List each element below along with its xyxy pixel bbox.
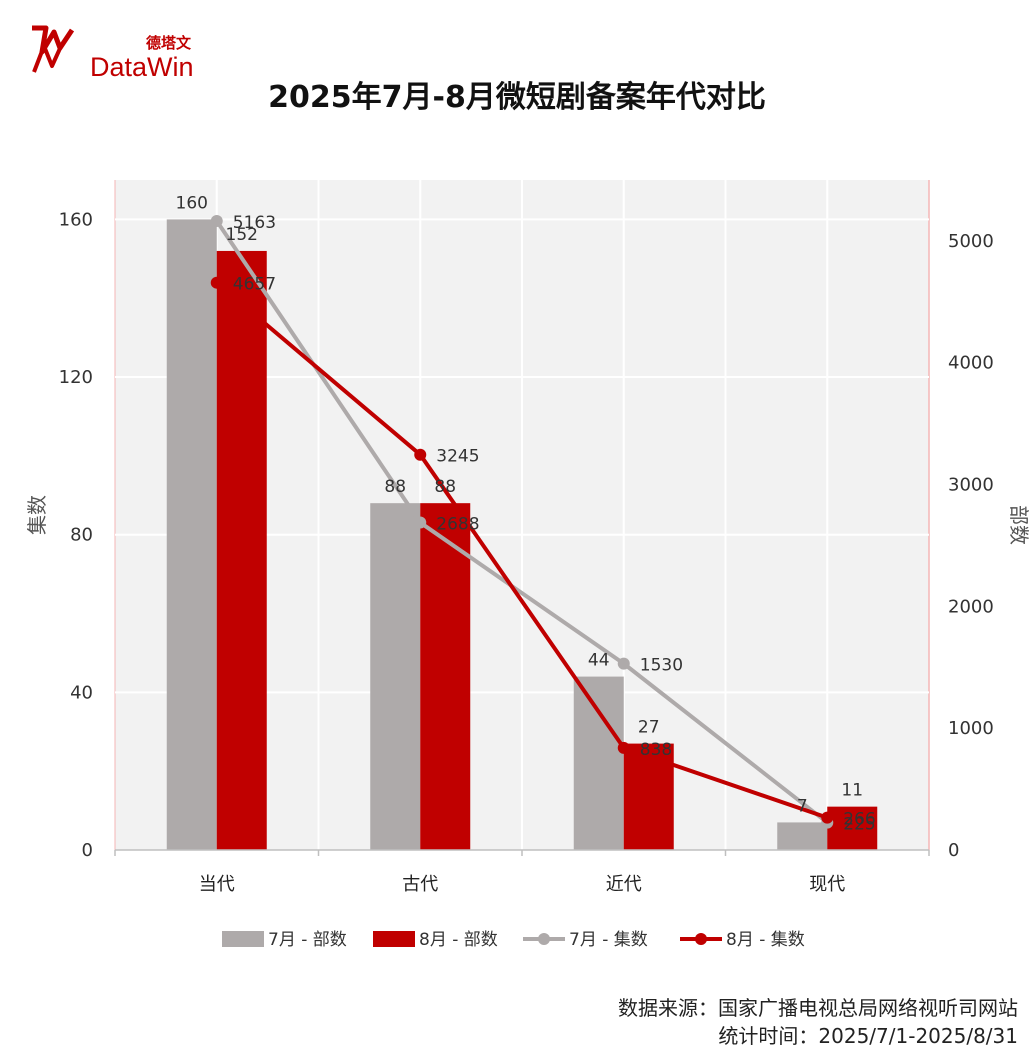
category-label: 现代 [809, 874, 845, 895]
legend-label: 7月 - 集数 [569, 930, 648, 950]
left-tick-label: 160 [59, 209, 93, 230]
bar-value-label: 152 [226, 225, 258, 245]
bar-value-label: 88 [434, 477, 456, 497]
legend: 7月 - 部数 8月 - 部数 7月 - 集数 8月 - 集数 [222, 930, 805, 950]
line-point [617, 741, 630, 754]
bar-value-label: 27 [638, 718, 660, 738]
right-tick-label: 0 [948, 840, 959, 861]
category-labels: 当代 古代 近代 现代 [199, 874, 846, 895]
line-value-label: 4657 [233, 275, 276, 295]
line-value-label: 1530 [640, 656, 683, 676]
data-labels: 160 88 44 7 152 88 27 11 5163 2688 1530 225 4657 3245… [176, 193, 876, 834]
footer: 数据来源：国家广播电视总局网络视听司网站 统计时间：2025/7/1-2025/… [618, 994, 1018, 1050]
bar [573, 676, 624, 850]
line-value-label: 2688 [436, 515, 479, 535]
left-tick-label: 0 [82, 840, 93, 861]
series-lines [210, 215, 834, 829]
period-note: 统计时间：2025/7/1-2025/8/31 [718, 1024, 1018, 1048]
line-point [821, 811, 834, 824]
line-point [210, 276, 223, 289]
bar-value-label: 160 [176, 193, 208, 213]
bar [777, 822, 828, 850]
legend-swatch [222, 931, 264, 947]
bar [827, 806, 878, 850]
bar-value-label: 7 [797, 796, 808, 816]
left-tick-label: 40 [70, 682, 93, 703]
right-tick-label: 5000 [948, 231, 994, 252]
legend-marker [695, 933, 707, 945]
line-value-label: 266 [843, 810, 875, 830]
source-note: 数据来源：国家广播电视总局网络视听司网站 [618, 996, 1018, 1020]
bar [420, 503, 471, 850]
series-line [215, 281, 828, 820]
line-value-label: 5163 [233, 213, 276, 233]
right-tick-label: 2000 [948, 596, 994, 617]
logo-brand-cn: 德塔文 [146, 34, 192, 52]
line-point [210, 215, 223, 228]
category-label: 近代 [606, 874, 642, 895]
legend-swatch [373, 931, 415, 947]
category-label: 古代 [402, 874, 438, 895]
category-label: 当代 [199, 874, 235, 895]
right-axis-label: 部数 [1007, 505, 1031, 545]
left-axis-ticks: 0 40 80 120 160 [59, 209, 93, 861]
line-point [414, 516, 427, 529]
chart-title: 2025年7月-8月微短剧备案年代对比 [268, 80, 766, 115]
legend-marker [538, 933, 550, 945]
legend-label: 7月 - 部数 [268, 930, 347, 950]
right-tick-label: 3000 [948, 475, 994, 496]
left-tick-label: 80 [70, 525, 93, 546]
legend-label: 8月 - 部数 [419, 930, 498, 950]
line-point [617, 657, 630, 670]
right-axis-ticks: 0 1000 2000 3000 4000 5000 [948, 231, 994, 861]
right-tick-label: 1000 [948, 718, 994, 739]
legend-label: 8月 - 集数 [726, 930, 805, 950]
series-line [215, 219, 829, 825]
line-point [414, 448, 427, 461]
left-axis-label: 集数 [25, 495, 49, 535]
line-value-label: 838 [640, 740, 672, 760]
bar [166, 219, 217, 851]
line-value-label: 225 [843, 815, 875, 835]
bar-value-label: 11 [841, 781, 863, 801]
bar [216, 250, 267, 851]
bar-value-label: 44 [588, 651, 610, 671]
datawin-logo: 德塔文 DataWin [28, 22, 198, 82]
logo-brand: DataWin [90, 52, 194, 82]
right-tick-label: 4000 [948, 353, 994, 374]
line-value-label: 3245 [436, 447, 479, 467]
bar [370, 503, 421, 850]
bars [166, 219, 878, 851]
left-tick-label: 120 [59, 367, 93, 388]
bar-value-label: 88 [384, 477, 406, 497]
